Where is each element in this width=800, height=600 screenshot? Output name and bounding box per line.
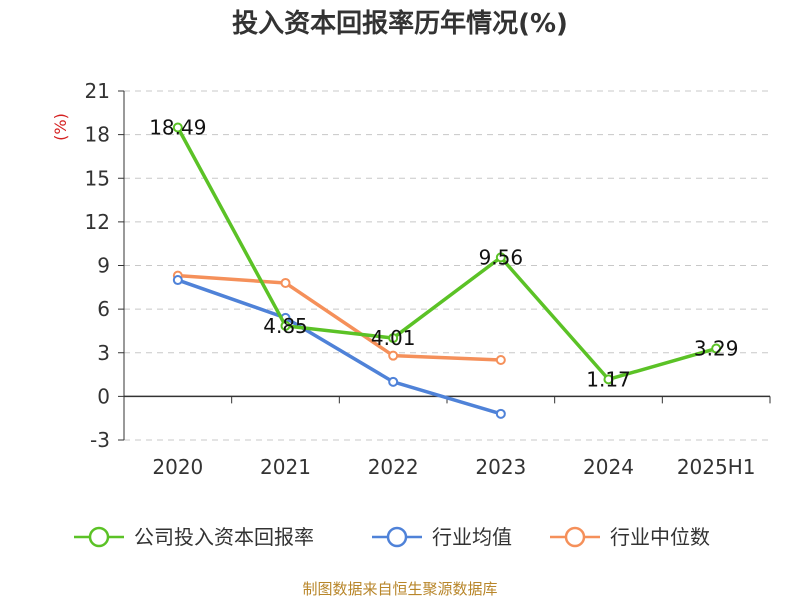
x-tick-label: 2020 xyxy=(152,455,203,479)
series-point-1[interactable] xyxy=(495,408,506,419)
data-source-note: 制图数据来自恒生聚源数据库 xyxy=(302,580,497,598)
y-tick-label: 0 xyxy=(97,384,110,408)
y-axis: 21 18 15 12 9 6 3 0 -3 xyxy=(85,79,125,452)
y-tick-label: 15 xyxy=(85,166,110,190)
data-label: 4.01 xyxy=(371,326,416,350)
series-point-0[interactable] xyxy=(172,122,183,133)
series-line-2 xyxy=(176,273,503,362)
x-tick-label: 2022 xyxy=(368,455,419,479)
legend-swatch-marker xyxy=(88,526,110,548)
series-point-2[interactable] xyxy=(495,355,506,366)
data-label: 3.29 xyxy=(694,337,739,361)
legend-label: 行业中位数 xyxy=(610,525,710,549)
y-tick-label: 6 xyxy=(97,297,110,321)
y-tick-label: 9 xyxy=(97,254,110,278)
data-label: 4.85 xyxy=(263,314,308,338)
y-tick-label: 21 xyxy=(85,79,110,103)
series-point-0[interactable] xyxy=(280,320,291,331)
series-line-1 xyxy=(176,278,503,416)
y-tick-label: 3 xyxy=(97,341,110,365)
y-tick-label: 18 xyxy=(85,123,110,147)
series-point-0[interactable] xyxy=(603,374,614,385)
series-point-0[interactable] xyxy=(388,333,399,344)
data-label: 9.56 xyxy=(479,245,524,269)
series-layer xyxy=(172,122,722,419)
data-label: 18.49 xyxy=(149,115,206,139)
x-tick-label: 2024 xyxy=(583,455,634,479)
legend-swatch-marker xyxy=(386,526,408,548)
y-axis-unit-label: (%) xyxy=(51,113,70,141)
x-tick-label: 2025H1 xyxy=(677,455,756,479)
x-tick-label: 2023 xyxy=(475,455,526,479)
data-label: 1.17 xyxy=(586,367,631,391)
data-labels: 18.49 4.85 4.01 9.56 1.17 3.29 xyxy=(149,115,738,391)
x-tick-label: 2021 xyxy=(260,455,311,479)
y-tick-label: -3 xyxy=(90,428,110,452)
grid-lines xyxy=(124,90,770,441)
series-point-2[interactable] xyxy=(388,350,399,361)
series-point-0[interactable] xyxy=(711,343,722,354)
legend[interactable]: 公司投入资本回报率 行业均值 行业中位数 xyxy=(74,525,710,549)
chart-title: 投入资本回报率历年情况(%) xyxy=(232,8,568,39)
legend-label: 公司投入资本回报率 xyxy=(134,525,314,549)
legend-swatch-marker xyxy=(564,526,586,548)
legend-item-0[interactable]: 公司投入资本回报率 xyxy=(74,525,314,549)
series-point-1[interactable] xyxy=(388,376,399,387)
legend-item-2[interactable]: 行业中位数 xyxy=(550,525,710,549)
series-line-0 xyxy=(176,125,718,382)
x-axis: 2020 2021 2022 2023 2024 2025H1 xyxy=(123,395,771,479)
series-point-0[interactable] xyxy=(495,252,506,263)
y-tick-label: 12 xyxy=(85,210,110,234)
series-point-1[interactable] xyxy=(172,275,183,286)
series-point-2[interactable] xyxy=(280,277,291,288)
legend-label: 行业均值 xyxy=(432,525,512,549)
legend-item-1[interactable]: 行业均值 xyxy=(372,525,512,549)
